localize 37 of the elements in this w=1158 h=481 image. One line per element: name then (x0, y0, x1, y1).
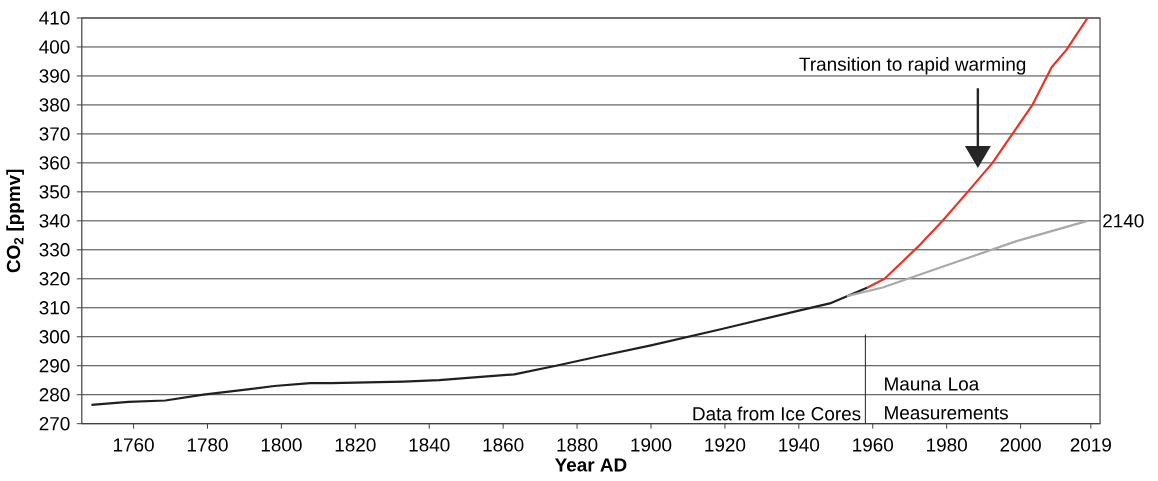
x-tick-label: 1780 (187, 438, 228, 452)
annotation: 2140 (1103, 214, 1144, 228)
y-tick-label: 310 (39, 301, 70, 315)
y-tick-label: 380 (39, 98, 70, 112)
line-series (845, 219, 1089, 298)
x-tick-label: 1960 (853, 438, 894, 452)
y-tick-label: 360 (39, 156, 70, 170)
x-tick-label: 1940 (779, 438, 820, 452)
x-tick-label: 1840 (409, 438, 450, 452)
y-tick-label: 400 (39, 40, 70, 54)
annotation: Data from Ice Cores (693, 406, 861, 421)
y-tick-label: 300 (39, 330, 70, 344)
annotation: Transition to rapid warming (799, 57, 1026, 75)
y-axis-title: CO$_{2}$ [ppmv] (6, 169, 24, 273)
x-tick-label: 2019 (1070, 438, 1111, 452)
y-tick-label: 410 (39, 11, 70, 25)
annotation: Mauna Loa Measurements (885, 377, 1008, 420)
line-series (90, 286, 869, 407)
x-tick-label: 2000 (1000, 438, 1041, 452)
x-tick-label: 1980 (927, 438, 967, 452)
y-tick-label: 320 (39, 272, 70, 286)
y-tick-label: 330 (39, 243, 70, 257)
x-tick-label: 1800 (261, 438, 302, 452)
x-tick-label: 1860 (483, 438, 524, 452)
y-tick-label: 390 (39, 69, 70, 83)
x-tick-label: 1920 (705, 438, 746, 452)
y-tick-label: 370 (39, 127, 70, 141)
x-tick-label: 1900 (631, 438, 672, 452)
x-tick-label: 1820 (335, 438, 376, 452)
x-axis-title: Year AD (554, 458, 627, 472)
x-tick-label: 1760 (113, 438, 154, 452)
x-tick-label: 1880 (557, 438, 598, 452)
y-tick-label: 290 (39, 359, 70, 373)
y-tick-label: 350 (39, 185, 70, 199)
y-tick-label: 270 (39, 417, 70, 431)
y-tick-label: 340 (39, 214, 70, 228)
y-tick-label: 280 (39, 388, 70, 402)
